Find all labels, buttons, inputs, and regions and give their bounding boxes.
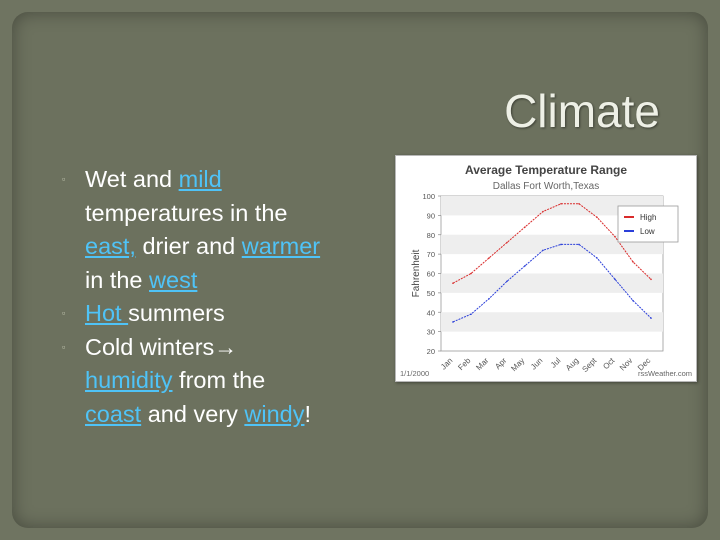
bullet-item: ▫ Wet and mild temperatures in the east, … [62, 163, 322, 297]
y-tick-label: 90 [427, 211, 435, 220]
chart-svg: Average Temperature Range Dallas Fort Wor… [400, 163, 692, 378]
legend-label-low: Low [640, 227, 655, 236]
data-point-high [488, 257, 490, 259]
data-point-low [506, 280, 508, 283]
data-point-low [560, 243, 562, 246]
temperature-chart: Average Temperature Range Dallas Fort Wor… [395, 155, 697, 382]
x-tick-label: Jul [549, 356, 563, 370]
grid-band [441, 273, 663, 293]
data-point-low [596, 257, 598, 259]
legend-box [617, 205, 679, 243]
chart-footer-right: rssWeather.com [638, 369, 692, 378]
x-tick-label: May [509, 356, 526, 373]
chart-title: Average Temperature Range [465, 163, 627, 177]
chart-footer-left: 1/1/2000 [400, 369, 429, 378]
y-tick-label: 20 [427, 347, 435, 356]
arrow-right-icon: → [214, 333, 238, 360]
data-point-low [632, 299, 634, 302]
x-tick-label: Aug [564, 356, 580, 372]
data-point-high [632, 261, 634, 263]
y-tick-label: 70 [427, 250, 435, 259]
bullet-text: Wet and [85, 166, 179, 192]
data-point-low [470, 313, 472, 315]
x-tick-label: Nov [618, 356, 634, 372]
bullet-marker-icon: ▫ [62, 174, 66, 184]
hyperlink[interactable]: humidity [85, 367, 173, 393]
y-tick-label: 60 [427, 270, 435, 279]
data-point-high [542, 210, 544, 213]
y-tick-label: 100 [422, 192, 435, 201]
grid-band [441, 196, 663, 216]
x-tick-label: Sept [580, 356, 599, 375]
bullet-text: drier and [135, 233, 242, 259]
data-point-low [614, 278, 616, 281]
legend-label-high: High [640, 213, 656, 222]
bullet-text: ! [304, 400, 311, 427]
data-point-low [524, 264, 526, 267]
data-point-high [614, 235, 616, 238]
hyperlink[interactable]: Hot [85, 300, 129, 326]
data-point-high [560, 202, 562, 205]
data-point-low [452, 321, 454, 323]
bullet-marker-icon: ▫ [62, 308, 66, 318]
bullet-list: ▫ Wet and mild temperatures in the east, … [62, 163, 322, 431]
data-point-low [542, 249, 544, 252]
data-point-high [506, 241, 508, 244]
data-point-high [596, 216, 598, 219]
slide-title: Climate [504, 85, 660, 137]
bullet-text: summers [128, 300, 225, 326]
x-tick-label: Apr [493, 356, 508, 371]
grid-band [441, 312, 663, 332]
x-tick-label: Feb [456, 356, 473, 373]
bullet-item: ▫ Hot summers [62, 297, 322, 331]
x-tick-label: Mar [474, 356, 490, 372]
bullet-text: and very [141, 400, 245, 427]
hyperlink[interactable]: warmer [241, 233, 321, 259]
x-tick-label: Jan [439, 356, 454, 371]
data-point-low [488, 297, 490, 300]
y-tick-label: 80 [427, 231, 435, 240]
data-point-high [578, 202, 580, 205]
series-line-low [452, 243, 652, 323]
hyperlink[interactable]: mild [178, 166, 222, 192]
hyperlink[interactable]: east, [85, 233, 136, 259]
data-point-high [524, 226, 526, 228]
hyperlink[interactable]: coast [85, 400, 142, 427]
x-tick-label: Jun [529, 356, 544, 371]
data-point-high [650, 278, 652, 281]
bullet-text: from the [172, 367, 266, 393]
bullet-text: temperatures in the [85, 199, 288, 226]
data-point-low [578, 243, 580, 246]
y-tick-label: 30 [427, 328, 435, 337]
x-tick-label: Oct [601, 356, 617, 372]
y-tick-label: 40 [427, 308, 435, 317]
data-point-high [452, 282, 454, 284]
bullet-item: ▫ Cold winters→ humidity from the coast a… [62, 331, 322, 432]
hyperlink[interactable]: west [149, 266, 198, 293]
hyperlink[interactable]: windy [244, 400, 305, 427]
y-axis-label: Fahrenheit [411, 249, 422, 297]
bullet-text: Cold winters [85, 333, 215, 360]
data-point-low [650, 317, 652, 319]
y-tick-label: 50 [427, 289, 435, 298]
chart-subtitle: Dallas Fort Worth,Texas [493, 181, 600, 192]
grid-band [441, 234, 663, 255]
bullet-marker-icon: ▫ [62, 341, 66, 352]
data-point-high [470, 272, 472, 275]
bullet-text: in the [85, 266, 150, 293]
